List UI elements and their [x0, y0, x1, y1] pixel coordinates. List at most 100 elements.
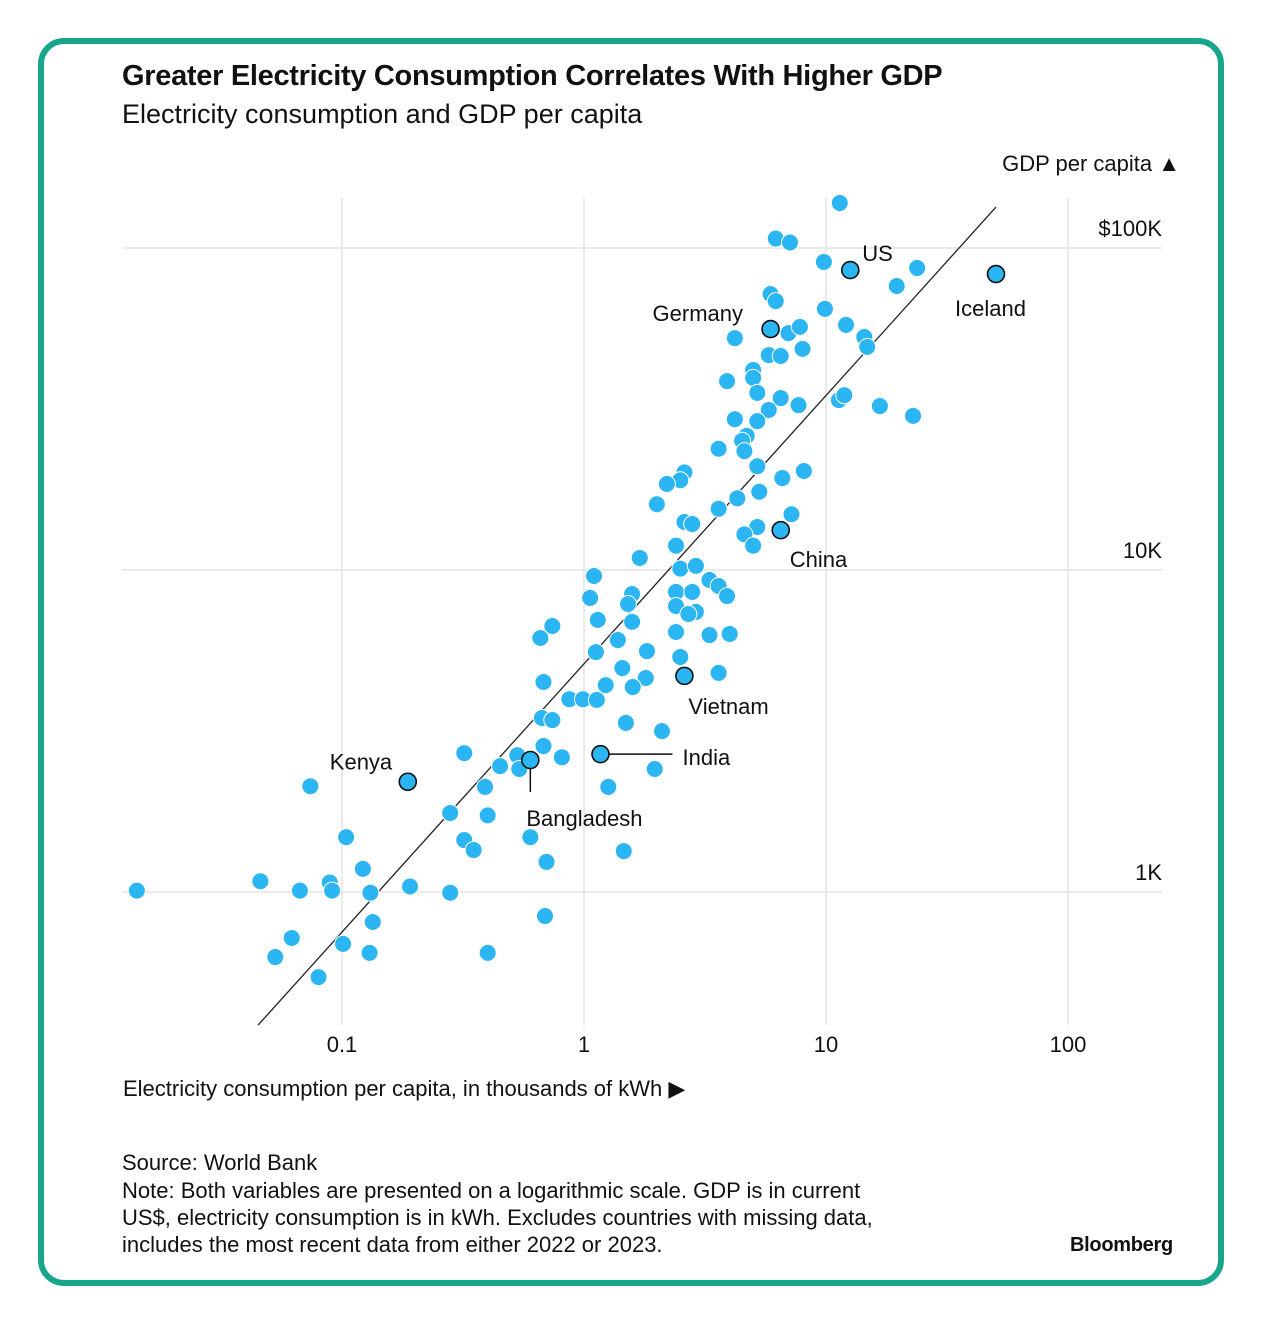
highlighted-point-bangladesh — [521, 750, 540, 770]
data-point — [619, 595, 638, 614]
data-point — [686, 556, 705, 575]
data-point — [608, 631, 627, 650]
y-tick-label: $100K — [1098, 216, 1162, 241]
data-point — [735, 442, 754, 461]
data-point — [401, 877, 420, 896]
data-point — [794, 461, 813, 480]
data-point — [613, 659, 632, 678]
chart-frame — [38, 38, 1224, 1286]
data-point — [781, 233, 800, 252]
data-point — [667, 622, 686, 641]
data-point — [309, 968, 328, 987]
bloomberg-logo: Bloomberg — [1070, 1234, 1173, 1256]
data-point — [599, 777, 618, 796]
data-point — [323, 881, 342, 900]
data-point — [623, 678, 642, 697]
data-point — [645, 759, 664, 778]
data-point — [830, 193, 849, 212]
chart-title: Greater Electricity Consumption Correlat… — [122, 60, 943, 92]
data-point — [363, 912, 382, 931]
data-point — [904, 406, 923, 425]
data-point — [683, 514, 702, 533]
data-point — [709, 663, 728, 682]
data-point — [476, 777, 495, 796]
country-label-us: US — [862, 241, 893, 266]
data-point — [647, 495, 666, 514]
country-label-kenya: Kenya — [330, 750, 393, 775]
data-point — [744, 536, 763, 555]
data-point — [789, 396, 808, 415]
data-point — [709, 439, 728, 458]
data-point — [759, 400, 778, 419]
data-point — [652, 722, 671, 741]
data-point — [537, 852, 556, 871]
data-point — [637, 642, 656, 661]
highlighted-point-kenya — [398, 772, 418, 792]
data-point — [337, 828, 356, 847]
country-label-iceland: Iceland — [955, 296, 1026, 321]
data-point — [588, 610, 607, 629]
data-point — [360, 943, 379, 962]
data-point — [353, 859, 372, 878]
chart-subtitle: Electricity consumption and GDP per capi… — [122, 99, 643, 129]
data-point — [441, 803, 460, 822]
data-point — [837, 315, 856, 334]
data-point — [636, 668, 655, 687]
data-point — [718, 587, 737, 606]
data-point — [657, 474, 676, 493]
x-tick-label: 100 — [1050, 1032, 1087, 1057]
data-point — [790, 317, 809, 336]
data-point — [858, 337, 877, 356]
note-line: Note: Both variables are presented on a … — [122, 1178, 861, 1203]
data-point — [266, 948, 285, 967]
data-point — [709, 499, 728, 518]
data-point — [534, 737, 553, 756]
country-label-bangladesh: Bangladesh — [526, 806, 642, 831]
data-point — [623, 612, 642, 631]
highlighted-point-germany — [761, 319, 780, 339]
y-axis-label: GDP per capita ▲ — [1002, 151, 1180, 176]
data-point — [251, 872, 270, 891]
data-point — [793, 339, 812, 358]
data-point — [361, 883, 380, 902]
y-tick-label: 1K — [1135, 860, 1162, 885]
data-point — [908, 258, 927, 277]
data-point — [596, 676, 615, 695]
country-label-vietnam: Vietnam — [688, 694, 768, 719]
highlighted-point-us — [840, 260, 860, 280]
data-point — [290, 881, 309, 900]
data-point — [586, 643, 605, 662]
data-point — [478, 943, 497, 962]
data-point — [671, 559, 690, 578]
highlighted-point-china — [771, 520, 791, 540]
data-point — [334, 934, 353, 953]
data-point — [534, 672, 553, 691]
data-point — [531, 628, 550, 647]
data-point — [671, 647, 690, 666]
data-point — [771, 346, 790, 365]
data-point — [521, 828, 540, 847]
data-point — [301, 777, 320, 796]
data-point — [616, 713, 635, 732]
data-point — [748, 457, 767, 476]
data-point — [725, 329, 744, 348]
data-point — [744, 368, 763, 387]
country-label-china: China — [790, 547, 848, 572]
data-point — [750, 482, 769, 501]
data-point — [455, 744, 474, 763]
data-point — [587, 690, 606, 709]
data-point — [282, 928, 301, 947]
data-point — [814, 252, 833, 271]
highlighted-point-india — [591, 744, 610, 764]
data-point — [728, 489, 747, 508]
country-label-germany: Germany — [653, 301, 743, 326]
x-tick-label: 0.1 — [327, 1032, 358, 1057]
y-tick-label: 10K — [1123, 538, 1162, 563]
x-tick-label: 10 — [814, 1032, 838, 1057]
data-point — [679, 605, 698, 624]
x-tick-label: 1 — [578, 1032, 590, 1057]
data-point — [543, 711, 562, 730]
data-point — [667, 536, 686, 555]
data-point — [441, 883, 460, 902]
